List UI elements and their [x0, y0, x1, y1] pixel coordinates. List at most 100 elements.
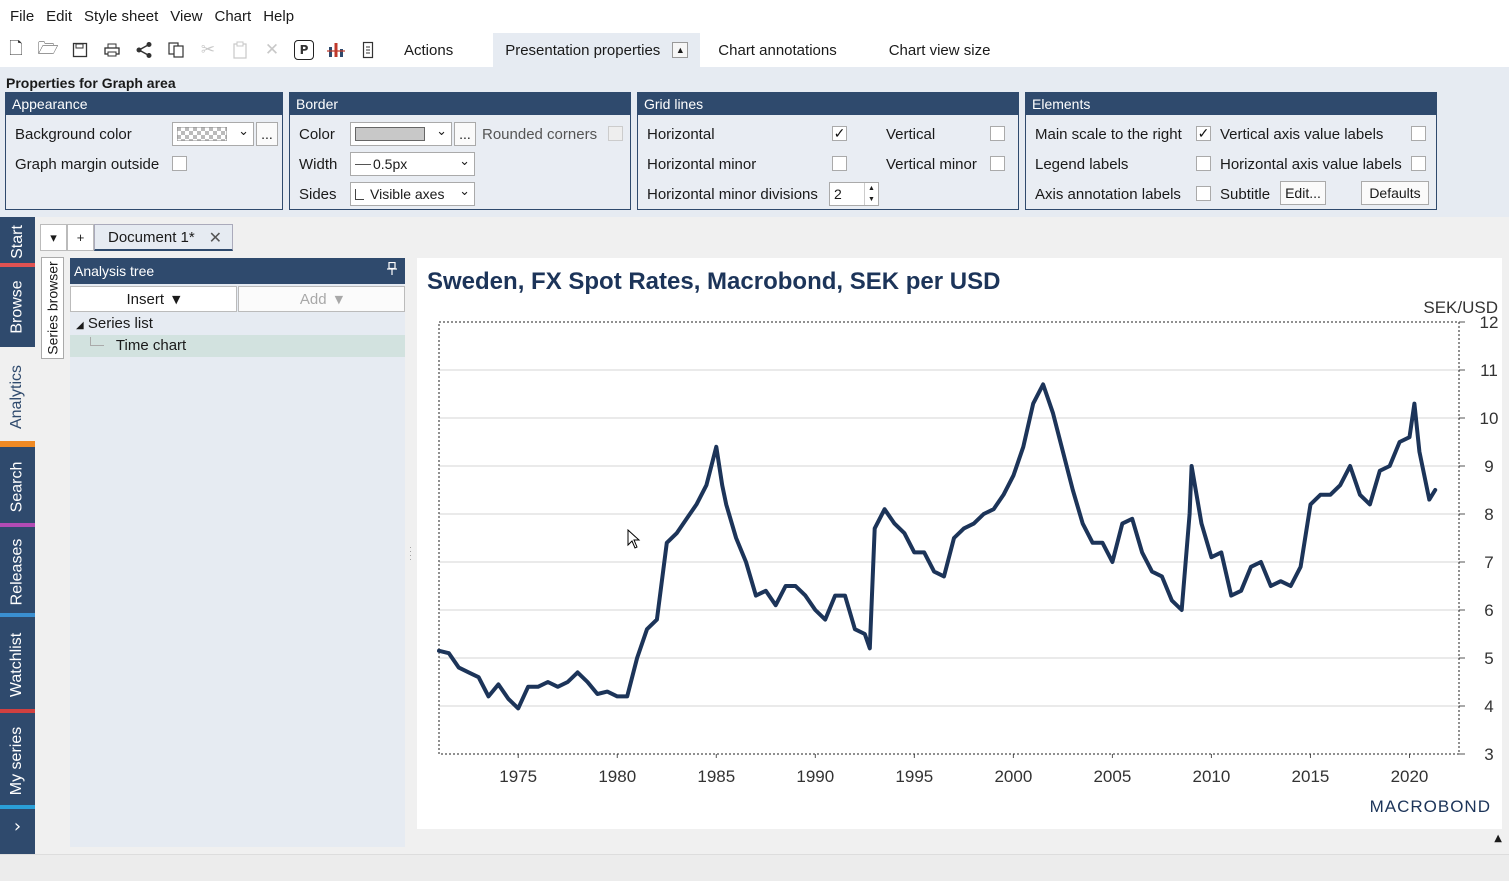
- paste-icon[interactable]: [224, 33, 256, 67]
- tab-list-dropdown[interactable]: ▾: [40, 224, 67, 251]
- close-icon[interactable]: ✕: [208, 230, 222, 247]
- tab-presentation-properties[interactable]: Presentation properties ▲: [493, 33, 701, 67]
- legend-labels-checkbox[interactable]: [1196, 156, 1211, 171]
- line-sample-icon: [355, 163, 371, 165]
- side-tab-watchlist[interactable]: Watchlist: [0, 617, 35, 713]
- side-tab-watchlist-label: Watchlist: [8, 632, 26, 698]
- axis-annotation-labels-label: Axis annotation labels: [1035, 186, 1181, 203]
- subtitle-label: Subtitle: [1220, 186, 1271, 203]
- report-icon[interactable]: [352, 33, 384, 67]
- border-color-more-button[interactable]: ...: [454, 122, 476, 146]
- menu-bar: File Edit Style sheet View Chart Help: [0, 0, 1509, 33]
- horizontal-axis-labels-checkbox[interactable]: [1411, 156, 1426, 171]
- tree-item-time-chart[interactable]: Time chart: [90, 337, 186, 354]
- grid-lines-header: Grid lines: [638, 93, 1018, 115]
- grid-horizontal-checkbox[interactable]: ✓: [832, 125, 847, 141]
- graph-margin-label: Graph margin outside: [15, 156, 160, 173]
- splitter-handle[interactable]: · · · ·: [409, 542, 412, 564]
- insert-button[interactable]: Insert ▼: [70, 286, 237, 312]
- side-tab-analytics-bar: [0, 441, 35, 447]
- horizontal-axis-labels-label: Horizontal axis value labels: [1220, 156, 1402, 173]
- appearance-header: Appearance: [6, 93, 282, 115]
- print-icon[interactable]: [96, 33, 128, 67]
- cut-icon[interactable]: ✂: [200, 40, 216, 60]
- side-navigation: Start Browse Analytics Search Releases W…: [0, 217, 35, 854]
- stepper-arrows-icon[interactable]: ▲ ▼: [864, 183, 878, 205]
- side-tab-search-bar: [0, 523, 35, 527]
- collapse-triangle-icon[interactable]: ◢: [76, 320, 84, 331]
- side-tab-analytics[interactable]: Analytics: [0, 347, 35, 447]
- menu-file[interactable]: File: [10, 8, 35, 25]
- properties-panel: Properties for Graph area Appearance Bac…: [0, 67, 1509, 217]
- tab-presentation-properties-label: Presentation properties: [505, 41, 661, 59]
- border-sides-dropdown[interactable]: Visible axes ⌄: [350, 182, 475, 206]
- border-sides-label: Sides: [299, 186, 337, 203]
- add-button[interactable]: Add ▼: [238, 286, 405, 312]
- axis-annotation-labels-checkbox[interactable]: [1196, 186, 1211, 201]
- delete-icon[interactable]: ✕: [264, 40, 280, 60]
- share-icon[interactable]: [128, 33, 160, 67]
- tree-item-series-list-label: Series list: [87, 315, 153, 332]
- graph-margin-checkbox[interactable]: [172, 156, 187, 171]
- main-scale-right-checkbox[interactable]: ✓: [1196, 125, 1211, 141]
- side-tab-start[interactable]: Start: [0, 217, 35, 267]
- x-tick-label: 1995: [895, 767, 933, 786]
- menu-view[interactable]: View: [170, 8, 203, 25]
- grid-vertical-checkbox[interactable]: [990, 126, 1005, 141]
- grid-vertical-minor-checkbox[interactable]: [990, 156, 1005, 171]
- chevron-down-icon: ⌄: [238, 124, 249, 139]
- caret-down-icon: ▼: [172, 292, 181, 306]
- border-width-dropdown[interactable]: 0.5px ⌄: [350, 152, 475, 176]
- expand-chevron-icon[interactable]: ›: [13, 815, 22, 837]
- subtitle-edit-button[interactable]: Edit...: [1280, 181, 1326, 205]
- save-icon[interactable]: [64, 33, 96, 67]
- y-tick-label: 6: [1484, 601, 1493, 620]
- defaults-button[interactable]: Defaults: [1361, 181, 1429, 205]
- side-tab-search[interactable]: Search: [0, 447, 35, 527]
- background-color-more-button[interactable]: ...: [256, 122, 278, 146]
- tab-chart-view-size[interactable]: Chart view size: [888, 41, 991, 59]
- analysis-tree-header: Analysis tree: [70, 258, 405, 284]
- tab-actions[interactable]: Actions: [404, 41, 454, 59]
- x-tick-label: 1985: [697, 767, 735, 786]
- open-folder-icon[interactable]: 🗁: [37, 38, 59, 59]
- side-tab-my-series[interactable]: My series: [0, 713, 35, 809]
- menu-help[interactable]: Help: [263, 8, 295, 25]
- new-document-icon[interactable]: 🗋: [9, 38, 23, 59]
- side-tab-search-label: Search: [8, 461, 26, 513]
- copy-icon[interactable]: [160, 33, 192, 67]
- pin-icon[interactable]: [387, 261, 397, 278]
- series-browser-tab[interactable]: Series browser: [41, 257, 64, 359]
- analysis-tree-title: Analysis tree: [74, 263, 155, 279]
- y-tick-label: 10: [1480, 409, 1499, 428]
- background-color-dropdown[interactable]: ⌄: [172, 122, 254, 146]
- tab-chart-annotations[interactable]: Chart annotations: [718, 41, 837, 59]
- border-color-swatch: [355, 127, 425, 141]
- side-tab-browse[interactable]: Browse: [0, 267, 35, 347]
- menu-chart[interactable]: Chart: [214, 8, 252, 25]
- tree-item-series-list[interactable]: ◢ Series list: [76, 315, 153, 332]
- y-tick-label: 11: [1480, 361, 1498, 380]
- side-tab-releases-bar: [0, 613, 35, 617]
- scroll-up-icon[interactable]: ▲: [1494, 833, 1502, 844]
- macrobond-logo: MACROBOND: [1369, 797, 1491, 816]
- x-tick-label: 2015: [1292, 767, 1330, 786]
- side-tab-releases[interactable]: Releases: [0, 527, 35, 617]
- menu-style-sheet[interactable]: Style sheet: [84, 8, 159, 25]
- document-tab[interactable]: Document 1* ✕: [94, 224, 233, 251]
- border-width-label: Width: [299, 156, 338, 173]
- menu-edit[interactable]: Edit: [46, 8, 73, 25]
- chart-area[interactable]: Sweden, FX Spot Rates, Macrobond, SEK pe…: [417, 258, 1502, 829]
- grid-horizontal-minor-checkbox[interactable]: [832, 156, 847, 171]
- presentation-mode-icon[interactable]: P: [288, 33, 320, 67]
- minor-divisions-stepper[interactable]: 2 ▲ ▼: [829, 182, 879, 206]
- collapse-icon[interactable]: ▲: [672, 42, 689, 58]
- chart-svg: 3 4 5 6 7 8 9 10 11 12 1975 1980 1985 1990 1995 2000 200…: [437, 313, 1499, 786]
- chart-icon[interactable]: [320, 33, 352, 67]
- border-color-dropdown[interactable]: ⌄: [350, 122, 452, 146]
- vertical-axis-labels-checkbox[interactable]: [1411, 126, 1426, 141]
- side-tab-my-series-bar: [0, 805, 35, 809]
- tree-item-time-chart-label: Time chart: [115, 337, 187, 354]
- new-tab-button[interactable]: +: [67, 224, 94, 251]
- rounded-corners-checkbox[interactable]: [608, 126, 623, 141]
